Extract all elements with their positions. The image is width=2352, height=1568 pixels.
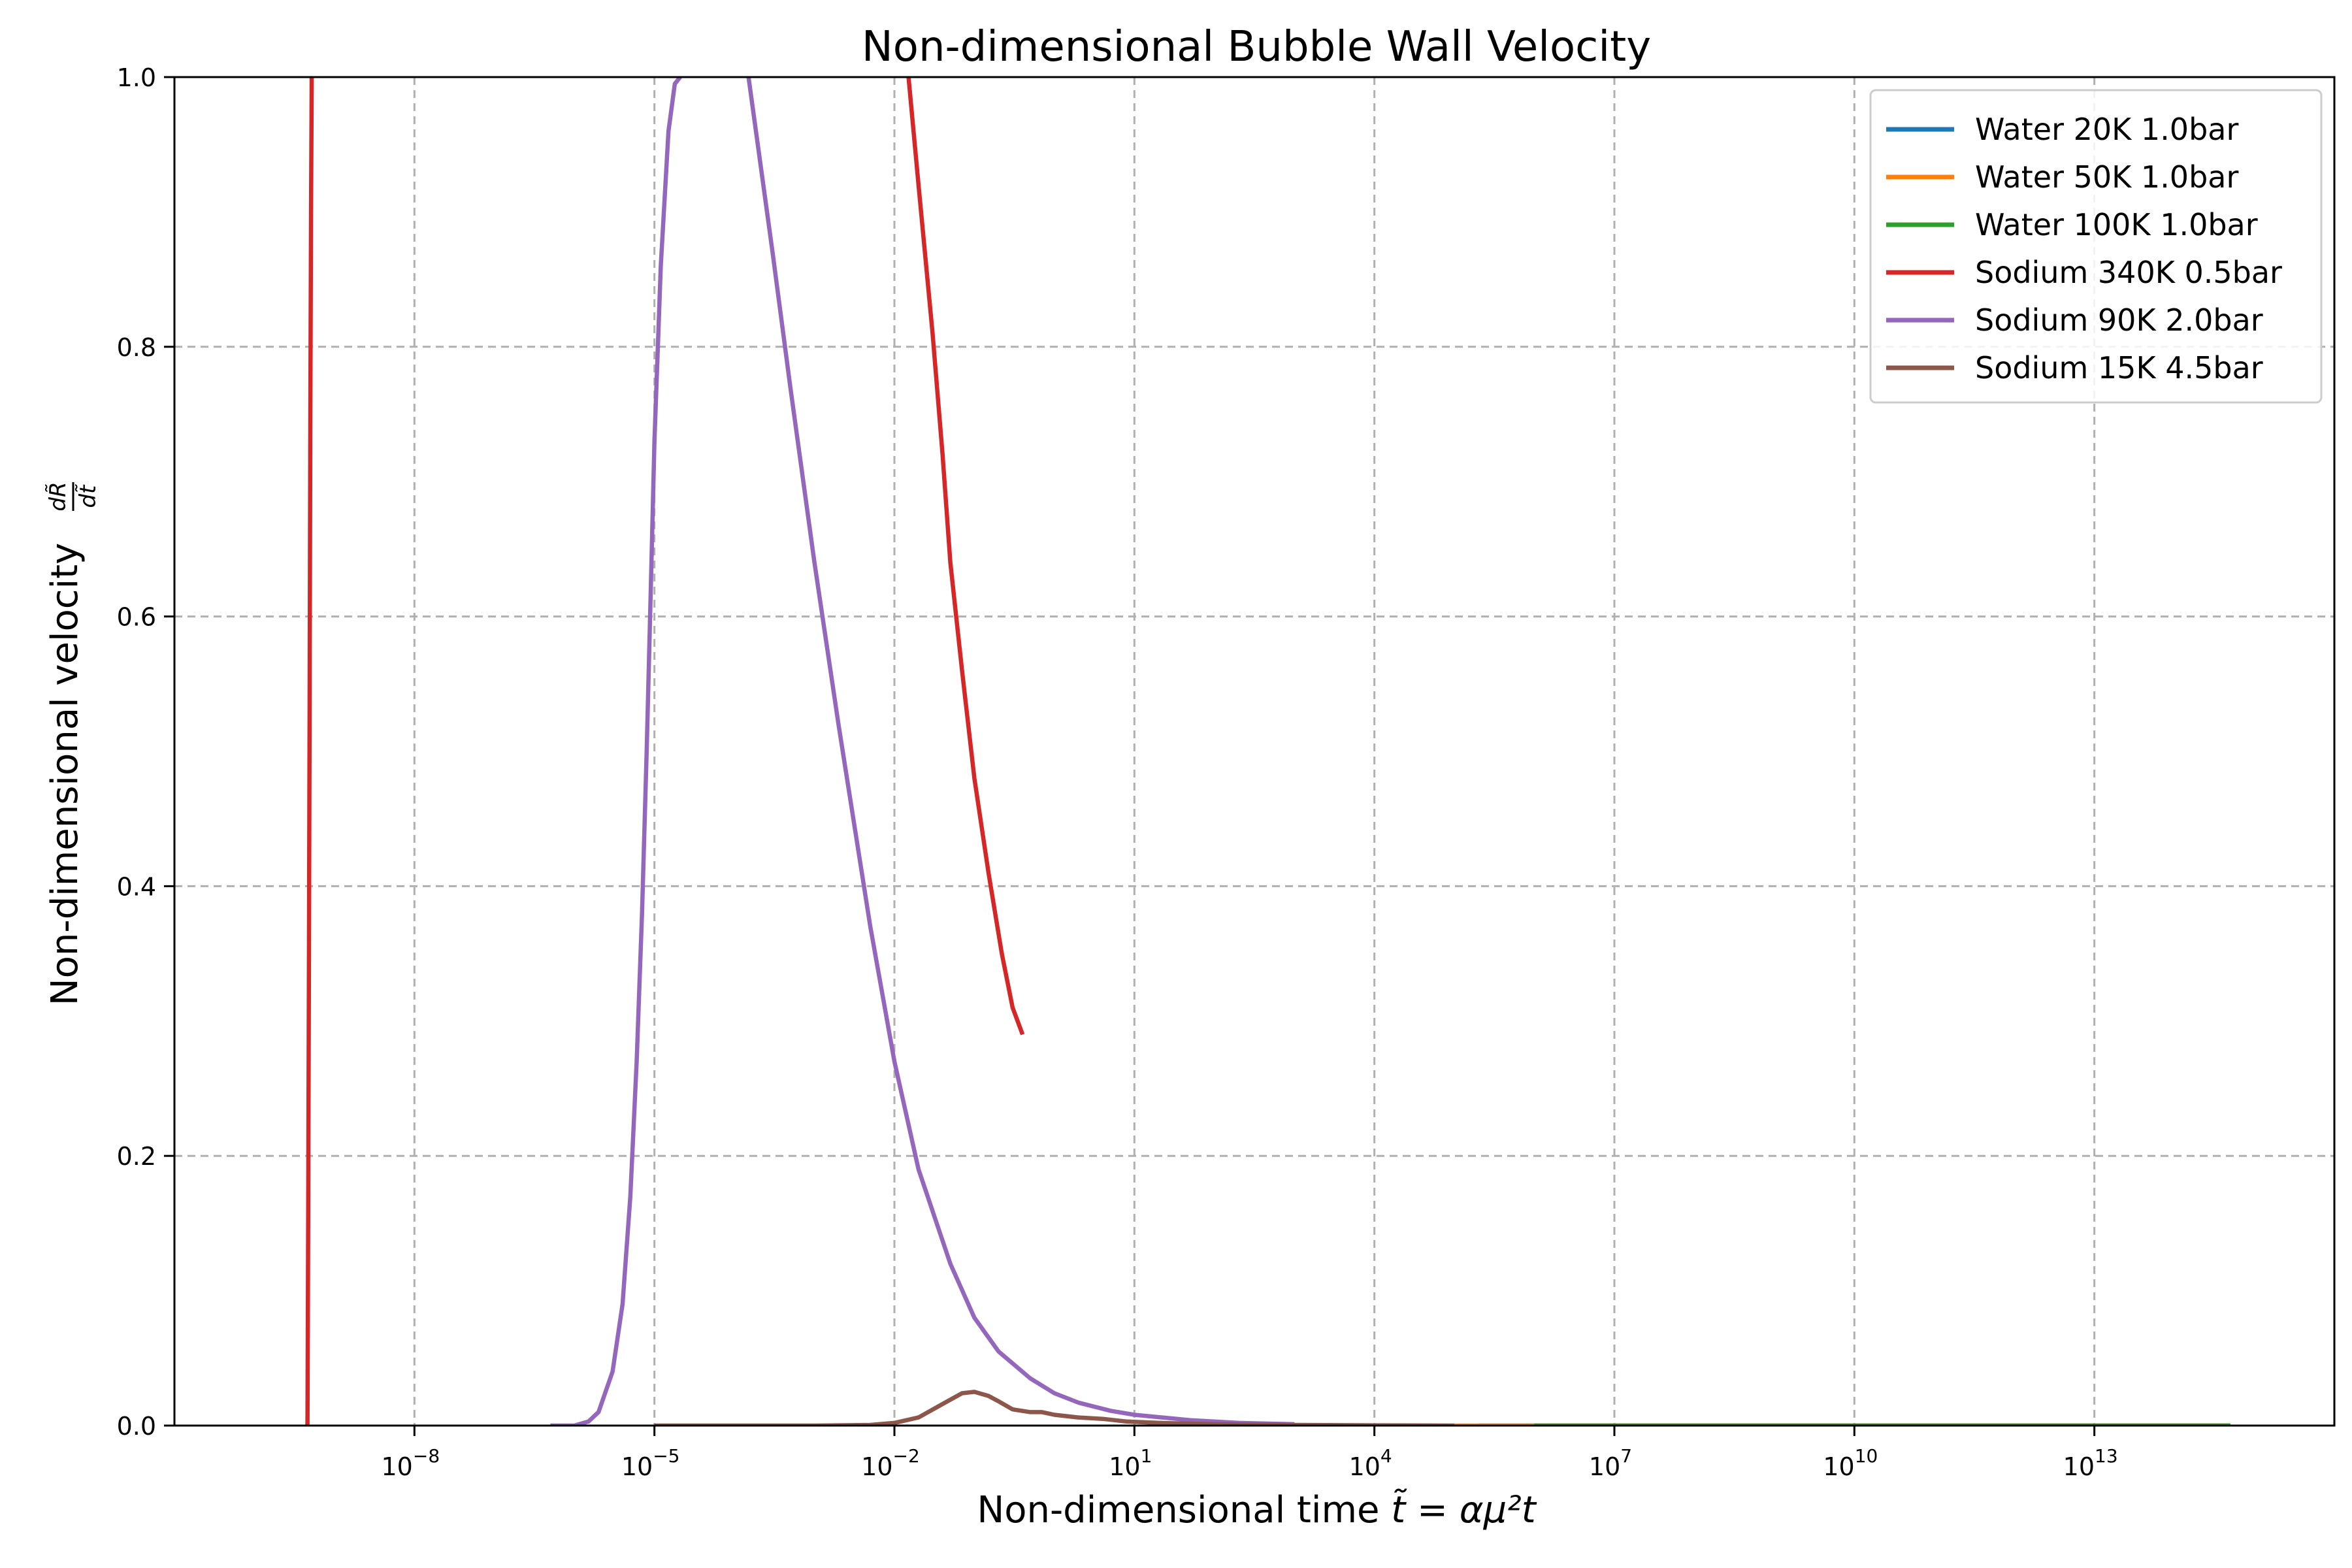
legend-box bbox=[1869, 89, 2323, 404]
series-line-sodium-90k-2-0bar-segment-2 bbox=[746, 77, 1295, 1426]
x-tick-label: 1010 bbox=[1823, 1445, 1878, 1481]
y-axis-label-den: dt̃ bbox=[75, 484, 101, 508]
series-line-sodium-340k-0-5bar-segment-2 bbox=[906, 77, 1025, 1036]
legend-entry-label: Sodium 90K 2.0bar bbox=[1975, 302, 2263, 338]
y-axis-label-num: dR̃ bbox=[45, 482, 71, 511]
y-tick-label: 0.6 bbox=[117, 603, 156, 632]
x-tick-label: 1013 bbox=[2063, 1445, 2118, 1481]
grid-layer bbox=[174, 77, 2334, 1426]
legend-entry-label: Sodium 340K 0.5bar bbox=[1975, 255, 2282, 290]
chart-title: Non-dimensional Bubble Wall Velocity bbox=[862, 23, 1651, 71]
legend-entry-label: Water 100K 1.0bar bbox=[1975, 207, 2258, 242]
y-tick-label: 1.0 bbox=[117, 63, 156, 92]
y-axis-label-text: Non-dimensional velocity bbox=[44, 543, 86, 1005]
x-tick-label: 104 bbox=[1349, 1445, 1392, 1481]
x-tick-label: 10−8 bbox=[382, 1445, 440, 1481]
y-tick-label: 0.0 bbox=[117, 1412, 156, 1441]
x-tick-label: 101 bbox=[1109, 1445, 1152, 1481]
legend-entry-label: Water 20K 1.0bar bbox=[1975, 112, 2238, 147]
x-tick-label: 10−5 bbox=[621, 1445, 680, 1481]
legend-entry-label: Water 50K 1.0bar bbox=[1975, 159, 2238, 195]
x-axis-label: Non-dimensional time t̃ = αμ²t bbox=[977, 1489, 1537, 1531]
series-line-sodium-90k-2-0bar-segment-1 bbox=[550, 77, 682, 1426]
legend: Water 20K 1.0bar Water 50K 1.0bar Water 10… bbox=[1869, 89, 2323, 404]
series-line-sodium-340k-0-5bar-segment-1 bbox=[305, 77, 314, 1426]
x-tick-label: 10−2 bbox=[861, 1445, 920, 1481]
y-tick-label: 0.2 bbox=[117, 1142, 156, 1171]
tick-layer: 10−8 10−5 10−2 101 104 107 1010 1013 0.0 0.2 0.4 0.… bbox=[117, 63, 2118, 1481]
plot-frame bbox=[173, 76, 2336, 1427]
y-tick-label: 0.4 bbox=[117, 872, 156, 901]
y-axis-label: Non-dimensional velocity dR̃ dt̃ bbox=[44, 482, 101, 1005]
series-line-sodium-15k-4-5bar bbox=[654, 1390, 1455, 1426]
x-axis-label-math: t̃ = αμ²t bbox=[1391, 1489, 1537, 1531]
y-tick-label: 0.8 bbox=[117, 333, 156, 362]
x-axis-label-text: Non-dimensional time bbox=[977, 1489, 1391, 1531]
series-layer bbox=[305, 77, 2230, 1426]
legend-entry-label: Sodium 15K 4.5bar bbox=[1975, 350, 2263, 385]
x-tick-label: 107 bbox=[1589, 1445, 1632, 1481]
